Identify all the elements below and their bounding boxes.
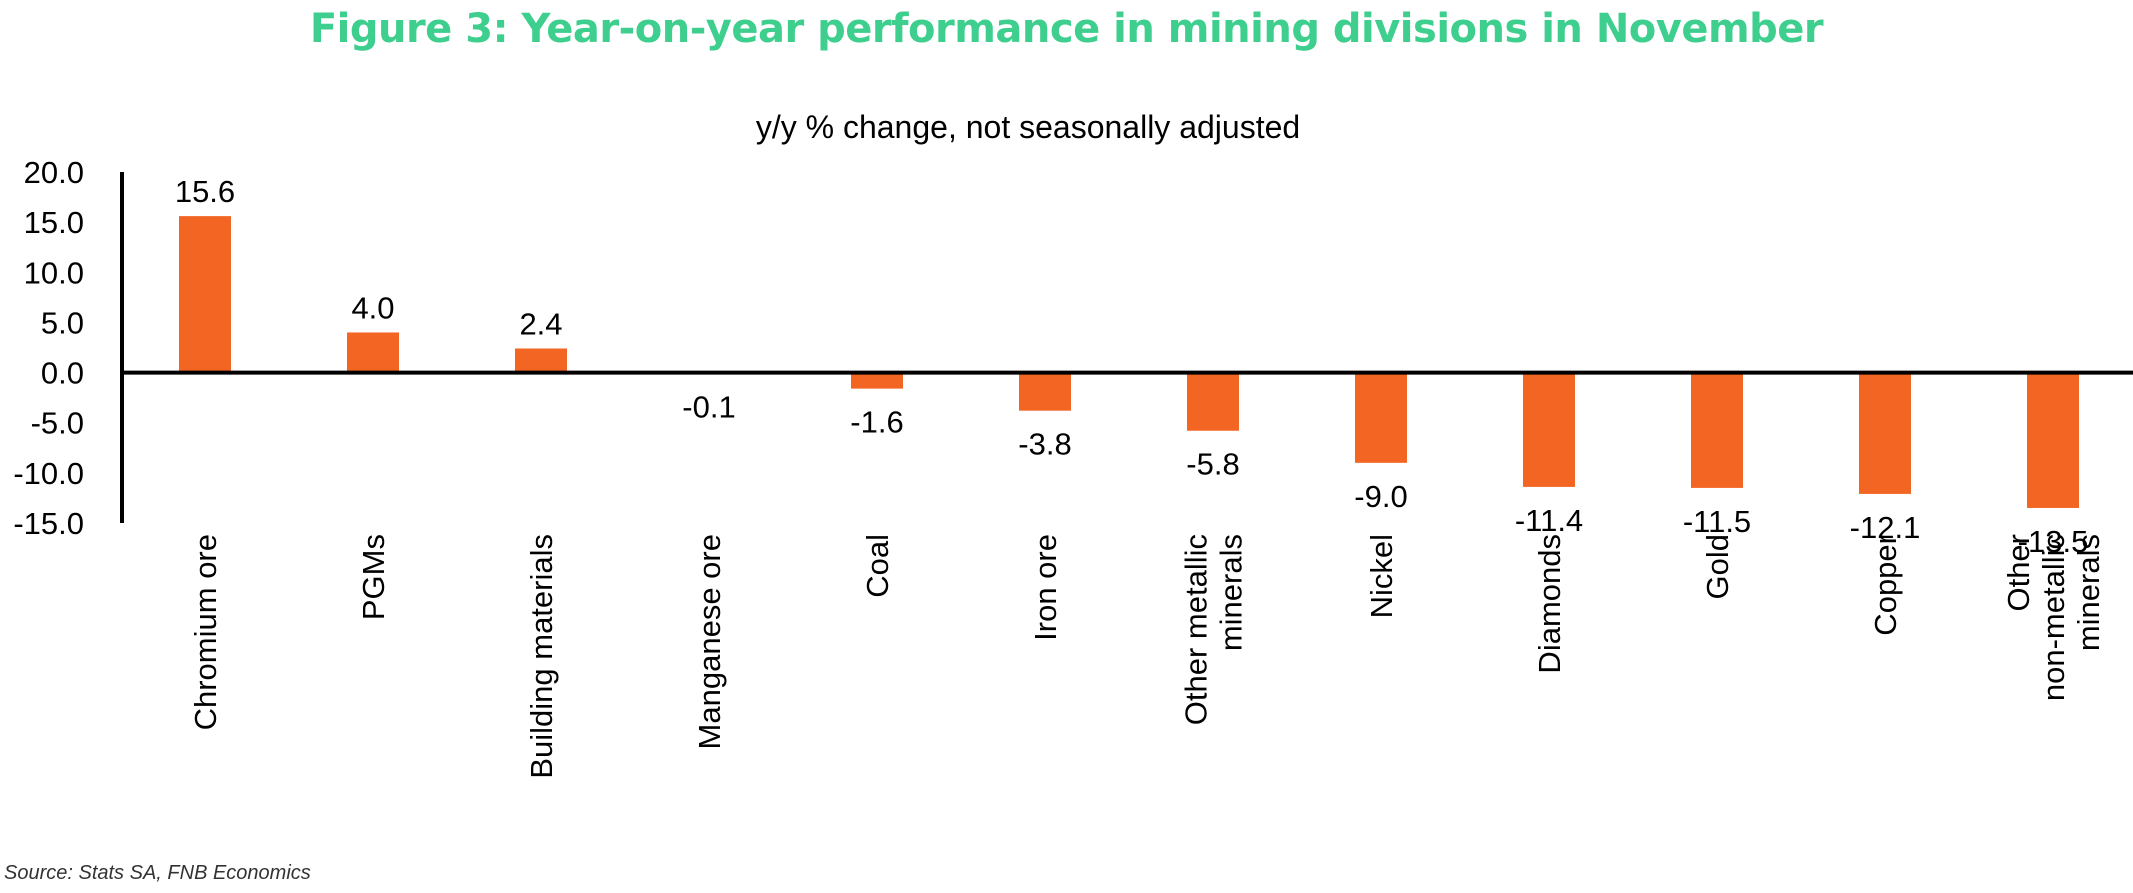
- figure-title: Figure 3: Year-on-year performance in mi…: [309, 6, 1824, 52]
- data-label: -12.1: [1850, 510, 1921, 545]
- y-tick-label: 5.0: [41, 305, 84, 340]
- data-label: -3.8: [1018, 427, 1071, 462]
- bar: [1019, 372, 1071, 411]
- y-tick-label: 15.0: [24, 205, 84, 240]
- category-label-line: minerals: [1214, 534, 1249, 651]
- category-label-line: non-metallic: [2036, 534, 2071, 701]
- data-label: -9.0: [1354, 479, 1407, 514]
- y-tick-label: -10.0: [13, 456, 84, 491]
- category-label: Other non-metallic minerals: [2001, 534, 2106, 701]
- y-tick-label: -5.0: [31, 406, 84, 441]
- category-label-line: Manganese ore: [692, 534, 727, 749]
- category-label: Diamonds: [1532, 534, 1567, 674]
- category-label-line: Coal: [860, 534, 895, 598]
- chart-subtitle: y/y % change, not seasonally adjusted: [756, 109, 1300, 145]
- data-label: -1.6: [850, 405, 903, 440]
- data-label: -5.8: [1186, 447, 1239, 482]
- category-label-line: Nickel: [1364, 534, 1399, 618]
- bar: [851, 372, 903, 389]
- category-label: Building materials: [524, 534, 559, 779]
- y-tick-label: 0.0: [41, 356, 84, 391]
- category-label: Other metallic minerals: [1179, 534, 1249, 725]
- category-label-line: Gold: [1700, 534, 1735, 599]
- data-label: -13.5: [2018, 524, 2089, 559]
- category-label-line: Iron ore: [1028, 534, 1063, 641]
- category-label: Iron ore: [1028, 534, 1063, 641]
- bar: [1523, 372, 1575, 487]
- bar: [515, 348, 567, 373]
- category-label: Copper: [1868, 534, 1903, 636]
- bar: [1187, 372, 1239, 431]
- category-label-line: Other: [2001, 534, 2036, 612]
- y-tick-label: 10.0: [24, 255, 84, 290]
- category-label-line: PGMs: [356, 534, 391, 620]
- category-label: PGMs: [356, 534, 391, 620]
- category-label-line: Other metallic: [1179, 534, 1214, 725]
- bar: [347, 332, 399, 373]
- category-label-line: Chromium ore: [188, 534, 223, 730]
- data-label: -0.1: [682, 390, 735, 425]
- bar: [179, 216, 231, 373]
- bar: [1691, 372, 1743, 488]
- category-label: Coal: [860, 534, 895, 598]
- category-label-line: minerals: [2071, 534, 2106, 651]
- data-label: 4.0: [351, 290, 394, 325]
- bar: [2027, 372, 2079, 508]
- category-label: Nickel: [1364, 534, 1399, 618]
- category-label-line: Building materials: [524, 534, 559, 779]
- bar: [1355, 372, 1407, 463]
- category-label-line: Copper: [1868, 534, 1903, 636]
- category-label: Gold: [1700, 534, 1735, 599]
- y-tick-label: -15.0: [13, 506, 84, 541]
- category-label-line: Diamonds: [1532, 534, 1567, 674]
- data-label: 15.6: [175, 174, 235, 209]
- category-label: Chromium ore: [188, 534, 223, 730]
- source-note: Source: Stats SA, FNB Economics: [4, 862, 311, 884]
- data-label: -11.5: [1683, 504, 1751, 539]
- bar: [1859, 372, 1911, 494]
- y-tick-label: 20.0: [24, 155, 84, 190]
- category-label: Manganese ore: [692, 534, 727, 749]
- data-label: -11.4: [1515, 503, 1583, 538]
- data-label: 2.4: [519, 307, 562, 342]
